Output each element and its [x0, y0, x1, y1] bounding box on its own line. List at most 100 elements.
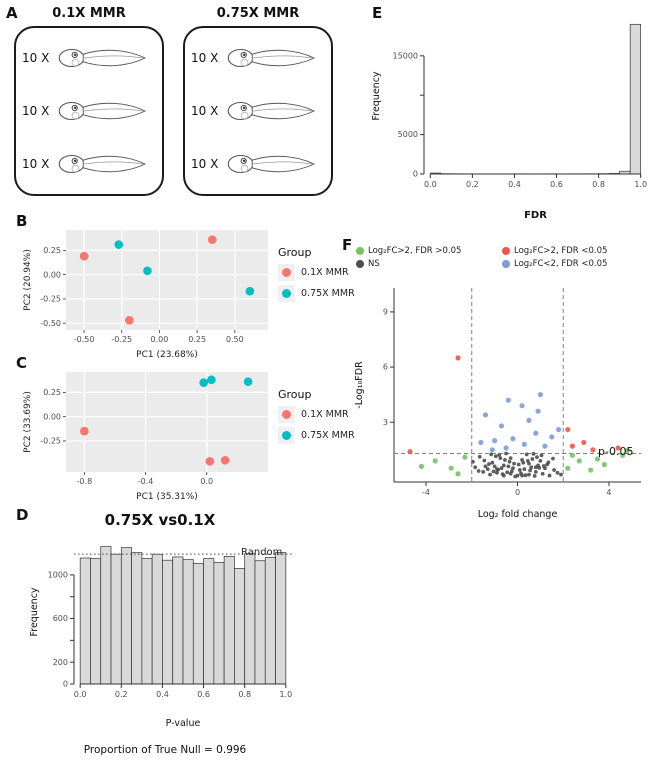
legend-label: 0.1X MMR	[301, 267, 349, 278]
tadpole-illustration	[53, 41, 149, 75]
svg-text:15000: 15000	[393, 51, 418, 60]
svg-text:1.0: 1.0	[279, 690, 292, 699]
specimen-row: 10 X	[22, 41, 156, 75]
svg-text:0.50: 0.50	[226, 335, 244, 344]
magnification-label: 10 X	[22, 51, 50, 66]
legend-key	[278, 427, 295, 444]
legend-dot-blue	[502, 260, 510, 268]
svg-text:Log₂ fold change: Log₂ fold change	[478, 509, 558, 520]
svg-text:-0.25: -0.25	[40, 295, 61, 304]
svg-text:5000: 5000	[398, 130, 418, 139]
panel-e-label: E	[372, 4, 383, 22]
legend-key	[278, 264, 295, 281]
legend-item-075x-mmr: 0.75X MMR	[278, 427, 355, 444]
panel-a-label: A	[6, 4, 18, 22]
panel-d-label: D	[16, 506, 29, 524]
legend-label: Log₂FC<2, FDR <0.05	[514, 259, 608, 269]
svg-text:P-value: P-value	[166, 718, 201, 729]
svg-text:-Log₁₀FDR: -Log₁₀FDR	[354, 361, 365, 409]
legend-item-green: Log₂FC>2, FDR >0.05	[356, 246, 502, 256]
svg-text:FDR: FDR	[524, 210, 547, 221]
svg-text:-4: -4	[422, 488, 430, 497]
volcano-plot: -4 0 4 3 6 9 Log₂ fold change -Log₁₀FDR	[354, 288, 641, 520]
svg-text:PC1 (35.31%): PC1 (35.31%)	[136, 492, 198, 502]
svg-text:0.25: 0.25	[43, 246, 61, 255]
legend-dot-grey	[356, 260, 364, 268]
tadpole-illustration	[222, 41, 318, 75]
legend-label: Log₂FC>2, FDR >0.05	[368, 246, 462, 256]
legend-item-01x-mmr: 0.1X MMR	[278, 406, 355, 423]
magnification-label: 10 X	[22, 156, 50, 171]
tadpole-illustration	[222, 94, 318, 128]
panel-b-label: B	[16, 212, 28, 230]
svg-text:0.00: 0.00	[43, 412, 61, 421]
svg-text:0.0: 0.0	[424, 180, 437, 189]
svg-text:1.0: 1.0	[634, 180, 647, 189]
group-legend-c: Group 0.1X MMR 0.75X MMR	[278, 388, 355, 448]
tadpole-illustration	[53, 94, 149, 128]
pca-scatter-c: -0.8 -0.4 0.0 -0.25 0.00 0.25 PC1 (35.31%) PC2 …	[23, 372, 268, 502]
svg-text:0.00: 0.00	[151, 335, 169, 344]
legend-key	[278, 406, 295, 423]
svg-text:0: 0	[63, 680, 68, 689]
legend-label: Log₂FC>2, FDR <0.05	[514, 246, 608, 256]
svg-text:1000: 1000	[48, 571, 68, 580]
magnification-label: 10 X	[22, 103, 50, 118]
specimen-row: 10 X	[22, 94, 156, 128]
svg-text:0.25: 0.25	[43, 388, 61, 397]
svg-text:-0.25: -0.25	[111, 335, 132, 344]
panel-c-label: C	[16, 354, 28, 372]
svg-text:0.00: 0.00	[43, 270, 61, 279]
legend-title: Group	[278, 246, 312, 259]
svg-text:PC2 (20.94%): PC2 (20.94%)	[23, 249, 33, 311]
svg-text:0.4: 0.4	[156, 690, 169, 699]
svg-text:-0.50: -0.50	[74, 335, 95, 344]
svg-text:0.0: 0.0	[200, 477, 213, 486]
svg-text:6: 6	[383, 363, 388, 372]
svg-text:0.25: 0.25	[188, 335, 206, 344]
tadpole-illustration	[222, 147, 318, 181]
svg-text:PC1 (23.68%): PC1 (23.68%)	[136, 350, 198, 360]
legend-item-ns: NS	[356, 259, 502, 269]
specimen-row: 10 X	[191, 94, 325, 128]
svg-text:Frequency: Frequency	[29, 587, 40, 636]
legend-dot-teal	[282, 431, 291, 440]
magnification-label: 10 X	[191, 51, 219, 66]
legend-dot-green	[356, 247, 364, 255]
random-annotation: Random	[241, 547, 283, 558]
legend-item-red: Log₂FC>2, FDR <0.05	[502, 246, 655, 256]
legend-dot-teal	[282, 289, 291, 298]
svg-text:0.2: 0.2	[466, 180, 479, 189]
svg-text:0: 0	[515, 488, 520, 497]
svg-text:600: 600	[53, 614, 68, 623]
panel-f-label: F	[342, 236, 353, 254]
legend-item-blue: Log₂FC<2, FDR <0.05	[502, 259, 655, 269]
svg-text:-0.8: -0.8	[77, 477, 93, 486]
legend-label: NS	[368, 259, 380, 269]
treatment-box-075x: 10 X 10 X 10 X	[183, 26, 333, 196]
svg-text:-0.25: -0.25	[40, 437, 61, 446]
pvalue-histogram: 0.0 0.2 0.4 0.6 0.8 1.0 0 200 600 1000 P-value Freq…	[29, 546, 292, 729]
legend-item-075x-mmr: 0.75X MMR	[278, 285, 355, 302]
svg-text:-0.4: -0.4	[138, 477, 154, 486]
fdr-histogram: 0.0 0.2 0.4 0.6 0.8 1.0 0 5000 15000 FDR Frequency	[371, 23, 647, 221]
pca-scatter-b: -0.50 -0.25 0.00 0.25 0.50 -0.50 -0.25 0.00 0.25…	[23, 230, 268, 360]
specimen-row: 10 X	[22, 147, 156, 181]
svg-text:Frequency: Frequency	[371, 71, 382, 120]
svg-text:9: 9	[383, 308, 388, 317]
volcano-legend: Log₂FC>2, FDR >0.05 Log₂FC>2, FDR <0.05 …	[356, 246, 655, 269]
legend-label: 0.1X MMR	[301, 409, 349, 420]
legend-title: Group	[278, 388, 312, 401]
treatment-title-01x: 0.1X MMR	[52, 6, 126, 21]
svg-text:0.8: 0.8	[592, 180, 605, 189]
svg-text:0.6: 0.6	[550, 180, 563, 189]
specimen-row: 10 X	[191, 147, 325, 181]
legend-label: 0.75X MMR	[301, 288, 355, 299]
svg-text:3: 3	[383, 418, 388, 427]
svg-text:-0.50: -0.50	[40, 319, 61, 328]
legend-label: 0.75X MMR	[301, 430, 355, 441]
legend-dot-red	[282, 410, 291, 419]
treatment-box-01x: 10 X 10 X 10 X	[14, 26, 164, 196]
svg-text:PC2 (33.69%): PC2 (33.69%)	[23, 391, 33, 453]
